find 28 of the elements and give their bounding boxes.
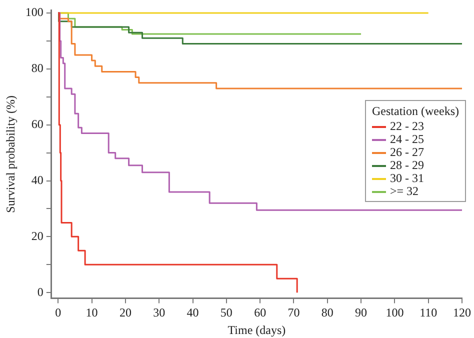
x-tick-label: 90 (355, 306, 368, 320)
x-tick-label: 100 (386, 306, 404, 320)
legend-label: 30 - 31 (390, 171, 424, 185)
y-axis-title: Survival probability (%) (3, 96, 18, 213)
y-tick-label: 20 (31, 228, 44, 243)
x-tick-label: 120 (453, 306, 471, 320)
x-tick-label: 30 (153, 306, 166, 320)
legend-label: 22 - 23 (390, 119, 424, 133)
legend-label: 24 - 25 (390, 132, 424, 146)
legend-label: 26 - 27 (390, 145, 424, 159)
x-tick-label: 20 (119, 306, 132, 320)
legend-title: Gestation (weeks) (372, 104, 459, 119)
x-tick-label: 60 (254, 306, 266, 320)
y-tick-label: 0 (37, 284, 44, 299)
x-tick-label: 110 (420, 306, 438, 320)
x-tick-label: 50 (220, 306, 232, 320)
legend-label: >= 32 (390, 184, 419, 198)
legend-label: 28 - 29 (390, 158, 424, 172)
y-tick-label: 40 (31, 172, 44, 187)
x-tick-label: 80 (321, 306, 334, 320)
x-tick-label: 40 (186, 306, 199, 320)
y-tick-label: 60 (31, 116, 44, 131)
x-axis-title: Time (days) (228, 322, 286, 337)
x-tick-label: 0 (55, 306, 62, 320)
x-tick-label: 70 (288, 306, 300, 320)
x-tick-label: 10 (86, 306, 98, 320)
y-tick-label: 80 (31, 61, 44, 76)
y-tick-label: 100 (25, 5, 44, 20)
